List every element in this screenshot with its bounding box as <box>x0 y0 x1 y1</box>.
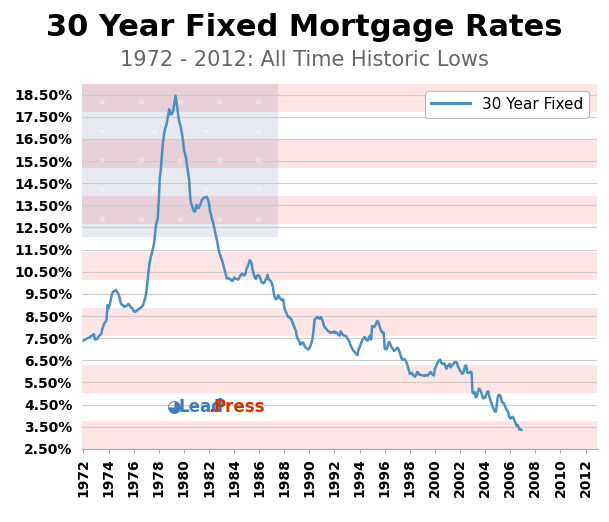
Bar <box>82 196 597 224</box>
Text: .: . <box>208 398 214 416</box>
Bar <box>82 309 597 337</box>
Bar <box>82 421 597 449</box>
Bar <box>82 84 278 237</box>
Bar <box>82 252 597 280</box>
Text: Press: Press <box>213 398 265 416</box>
Bar <box>82 140 597 168</box>
Text: ◕: ◕ <box>162 398 187 416</box>
Legend: 30 Year Fixed: 30 Year Fixed <box>425 91 589 118</box>
Text: 30 Year Fixed Mortgage Rates: 30 Year Fixed Mortgage Rates <box>46 13 563 42</box>
Bar <box>82 364 597 393</box>
Bar <box>82 84 597 112</box>
Text: 1972 - 2012: All Time Historic Lows: 1972 - 2012: All Time Historic Lows <box>120 50 489 69</box>
Text: Lead: Lead <box>178 398 224 416</box>
